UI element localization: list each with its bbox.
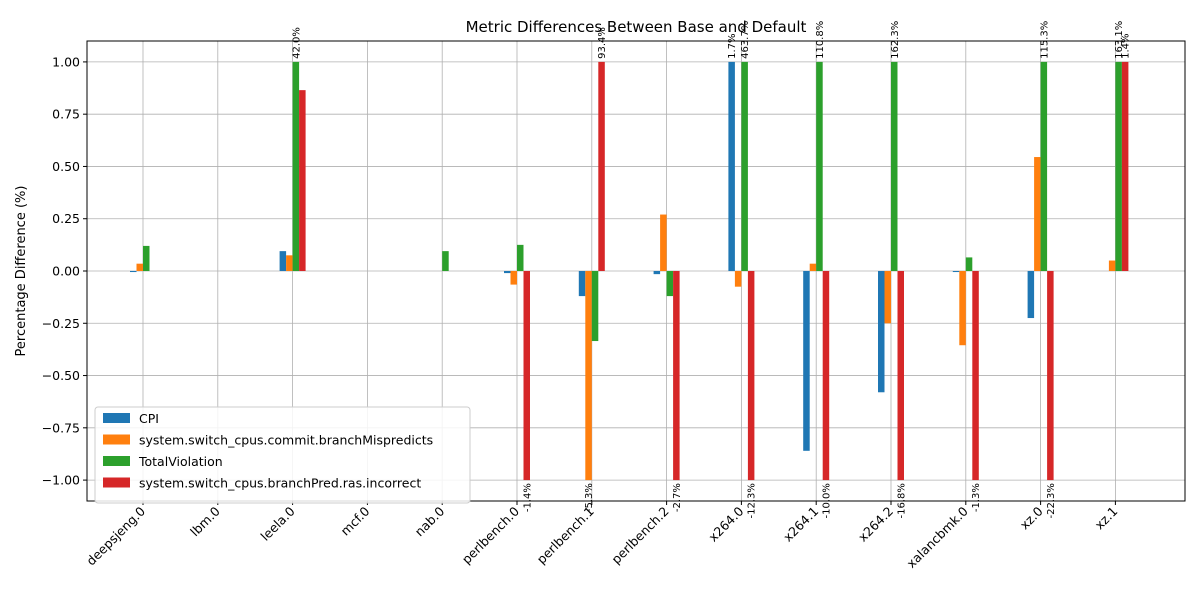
x-tick-label: x264.2 [855, 504, 896, 545]
bar-annotation: -5.3% [584, 483, 595, 512]
bar-annotation: -10.0% [821, 483, 832, 518]
bar [816, 61, 823, 272]
bar [130, 271, 137, 273]
y-tick-label: 0.00 [52, 264, 80, 279]
bar-annotation: 1.4% [1121, 34, 1132, 59]
legend-label: CPI [139, 411, 159, 426]
bar-annotation: -1.4% [522, 483, 533, 512]
y-axis-label: Percentage Difference (%) [14, 186, 29, 357]
bar [1034, 157, 1041, 271]
y-tick-label: 0.75 [52, 107, 80, 122]
bar [673, 271, 680, 481]
x-tick-label: xz.1 [1092, 504, 1121, 533]
x-tick-label: deepsjeng.0 [83, 503, 148, 568]
bar [965, 257, 973, 271]
x-tick-label: x264.1 [780, 504, 821, 545]
legend-label: system.switch_cpus.branchPred.ras.incorr… [139, 476, 421, 491]
bar-annotation: -1.3% [971, 483, 982, 512]
bar-annotation: -22.3% [1046, 483, 1057, 518]
legend-label: system.switch_cpus.commit.branchMispredi… [139, 433, 433, 448]
bar [959, 271, 966, 346]
bar [299, 90, 306, 272]
bar [653, 271, 661, 275]
bars [130, 61, 1129, 481]
bar [442, 251, 449, 271]
bar-annotation: -16.8% [896, 483, 907, 518]
bar-annotation: 1.7% [727, 34, 738, 59]
bar [523, 271, 530, 481]
bar [510, 271, 517, 285]
bar [136, 263, 143, 271]
y-tick-label: −1.00 [42, 473, 80, 488]
bar-annotation: 115.3% [1039, 21, 1050, 59]
bar [1027, 271, 1035, 319]
x-tick-label: xz.0 [1017, 503, 1046, 532]
legend-swatch [103, 434, 130, 445]
bar [578, 271, 586, 297]
y-tick-label: −0.25 [42, 316, 80, 331]
bar [1115, 61, 1122, 272]
x-tick-label: nab.0 [412, 503, 448, 539]
bar-annotation: 163.1% [1114, 21, 1125, 59]
legend-swatch [103, 413, 130, 423]
legend-swatch [103, 456, 130, 466]
x-tick-label: lbm.0 [187, 503, 223, 539]
bar [504, 271, 511, 274]
x-tick-label: perlbench.0 [459, 503, 522, 566]
x-tick-label: xalancbmk.0 [904, 503, 971, 570]
bar [884, 271, 891, 324]
legend-box [94, 406, 471, 504]
y-tick-label: 0.25 [52, 211, 80, 226]
bar [741, 61, 748, 272]
x-tick-label: perlbench.2 [608, 504, 671, 567]
bar [809, 263, 817, 271]
bar-annotations: 42.0% -1.4% -5.3% 93.4% -2.7% 1.7% 463.7% -12.3… [291, 21, 1131, 519]
bar [660, 214, 667, 271]
bar [878, 271, 885, 393]
bar [1108, 260, 1116, 271]
bar [897, 271, 904, 481]
bar [747, 271, 755, 481]
bar [292, 61, 300, 272]
bar [585, 271, 592, 481]
bar [891, 61, 898, 272]
bar-annotation: -2.7% [672, 483, 683, 512]
x-tick-label: mcf.0 [338, 503, 373, 538]
bar [1121, 61, 1129, 272]
legend-swatch [103, 477, 130, 488]
x-tick-label: x264.0 [705, 503, 746, 544]
bar-annotation: 42.0% [291, 27, 302, 59]
bar-annotation: -12.3% [747, 483, 758, 518]
legend-label: TotalViolation [138, 454, 223, 469]
y-tick-label: −0.75 [42, 420, 80, 435]
bar [728, 61, 735, 272]
bar [143, 245, 150, 271]
bar [734, 271, 742, 287]
bar-annotation: 162.3% [890, 21, 901, 59]
y-tick-label: 0.50 [52, 159, 80, 174]
y-tick-label: 1.00 [52, 54, 80, 69]
bar [972, 271, 979, 481]
bar-annotation: 93.4% [597, 27, 608, 59]
bar [952, 271, 960, 273]
bar-annotation: 110.8% [815, 21, 826, 59]
bar [598, 61, 605, 272]
bar [517, 244, 524, 271]
x-tick-label: leela.0 [257, 503, 297, 543]
bar [591, 271, 599, 342]
bar [1047, 271, 1054, 481]
bar [666, 271, 674, 297]
bar-annotation: 463.7% [740, 21, 751, 59]
bar [822, 271, 830, 481]
bar [1040, 61, 1048, 272]
bar [279, 251, 287, 271]
y-tick-label: −0.50 [42, 368, 80, 383]
bar [286, 255, 293, 271]
legend: CPI system.switch_cpus.commit.branchMispr… [94, 406, 471, 504]
bar [803, 271, 810, 451]
chart-title: Metric Differences Between Base and Defa… [466, 18, 807, 36]
